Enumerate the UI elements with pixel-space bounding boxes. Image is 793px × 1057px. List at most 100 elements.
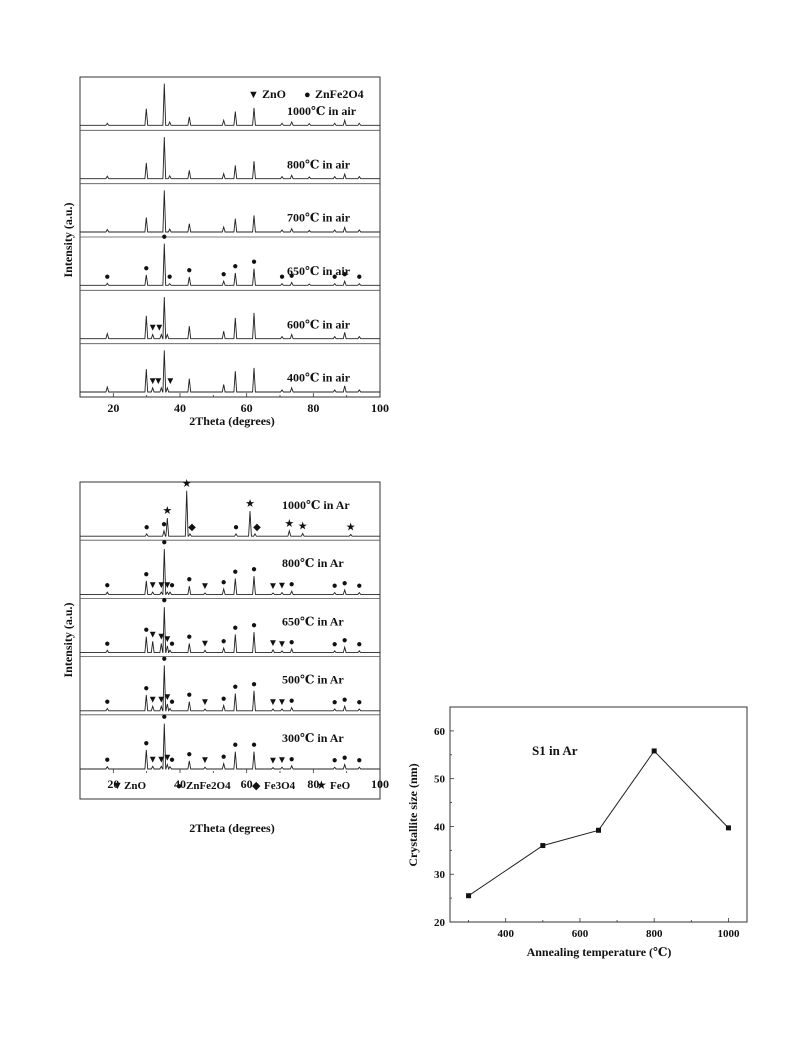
znfe2o4-marker: ● [251, 679, 257, 690]
znfe2o4-marker: ● [332, 581, 338, 592]
panel-label: 650℃ in Ar [282, 614, 344, 628]
znfe2o4-marker: ● [186, 265, 192, 276]
znfe2o4-marker: ● [232, 740, 238, 751]
zno-marker: ▼ [268, 697, 278, 708]
zno-marker: ▼ [162, 634, 172, 645]
znfe2o4-marker: ● [169, 638, 175, 649]
znfe2o4-marker: ● [356, 697, 362, 708]
x-tick-label: 40 [174, 401, 186, 415]
znfe2o4-marker: ● [342, 269, 348, 280]
zno-marker: ▼ [148, 694, 158, 705]
zno-marker: ▼ [148, 754, 158, 765]
znfe2o4-marker: ● [143, 263, 149, 274]
crystallite-size-point [466, 893, 472, 899]
zno-marker: ▼ [156, 754, 166, 765]
zno-marker: ▼ [148, 580, 158, 591]
zno-marker: ▼ [277, 755, 287, 766]
legend-znfe2o4-label: ZnFe2O4 [315, 87, 364, 101]
znfe2o4-marker: ● [104, 580, 110, 591]
znfe2o4-marker: ● [221, 636, 227, 647]
panel-label: 800℃ in air [287, 157, 351, 171]
crystallite-size-figure: 400 600 800 1000 20 30 40 50 60 S1 in Ar Anneali… [406, 706, 748, 959]
znfe2o4-marker: ● [186, 574, 192, 585]
znfe2o4-marker: ● [169, 755, 175, 766]
legend-ar-znfe2o4-marker: ● [176, 781, 182, 792]
legend-ar-feo-label: FeO [330, 780, 351, 792]
feo-marker: ★ [245, 498, 255, 510]
znfe2o4-marker: ● [161, 595, 167, 606]
zno-marker: ▼ [200, 581, 210, 592]
znfe2o4-marker: ● [279, 272, 285, 283]
xrd-trace [80, 350, 380, 393]
znfe2o4-marker: ● [251, 620, 257, 631]
znfe2o4-marker: ● [332, 639, 338, 650]
znfe2o4-marker: ● [289, 696, 295, 707]
crystallite-size-ylabel: Crystallite size (nm) [406, 763, 420, 866]
zno-marker: ▼ [165, 376, 175, 387]
legend-ar-fe3o4-label: Fe3O4 [264, 780, 296, 792]
panel-label: 700℃ in air [287, 211, 351, 225]
znfe2o4-marker: ● [161, 519, 167, 530]
znfe2o4-marker: ● [104, 697, 110, 708]
znfe2o4-marker: ● [251, 740, 257, 751]
crystallite-size-line [468, 750, 729, 897]
zno-marker: ▼ [162, 692, 172, 703]
znfe2o4-marker: ● [143, 738, 149, 749]
znfe2o4-marker: ● [342, 635, 348, 646]
xrd-trace [80, 243, 380, 286]
znfe2o4-marker: ● [169, 697, 175, 708]
x-tick-label: 600 [572, 928, 589, 940]
zno-marker: ▼ [148, 376, 158, 387]
y-tick-label: 30 [434, 869, 446, 881]
znfe2o4-marker: ● [356, 639, 362, 650]
zno-marker: ▼ [200, 697, 210, 708]
legend-zno-label: ZnO [262, 87, 286, 101]
zno-marker: ▼ [162, 580, 172, 591]
znfe2o4-marker: ● [289, 579, 295, 590]
crystallite-size-point [725, 825, 731, 831]
zno-marker: ▼ [156, 580, 166, 591]
znfe2o4-marker: ● [251, 257, 257, 268]
znfe2o4-marker: ● [342, 694, 348, 705]
znfe2o4-marker: ● [161, 712, 167, 723]
zno-marker: ▼ [148, 629, 158, 640]
fe3o4-marker: ◆ [253, 522, 261, 533]
znfe2o4-marker: ● [221, 577, 227, 588]
znfe2o4-marker: ● [342, 578, 348, 589]
xrd-trace [80, 137, 380, 180]
x-tick-label: 20 [107, 777, 119, 791]
x-tick-label: 60 [241, 401, 253, 415]
znfe2o4-marker: ● [289, 754, 295, 765]
crystallite-size-xlabel: Annealing temperature (℃) [527, 945, 672, 959]
feo-marker: ★ [346, 521, 356, 533]
znfe2o4-marker: ● [356, 272, 362, 283]
xrd-trace [80, 723, 380, 770]
xrd-trace [80, 297, 380, 340]
znfe2o4-marker: ● [332, 272, 338, 283]
xrd-trace [80, 548, 380, 595]
zno-marker: ▼ [200, 638, 210, 649]
legend-zno-marker: ▼ [248, 89, 259, 101]
panel-label: 800℃ in Ar [282, 556, 344, 570]
panel-label: 650℃ in air [287, 264, 351, 278]
znfe2o4-marker: ● [143, 683, 149, 694]
znfe2o4-marker: ● [232, 567, 238, 578]
znfe2o4-marker: ● [186, 690, 192, 701]
x-tick-label: 20 [107, 401, 119, 415]
zno-marker: ▼ [268, 756, 278, 767]
znfe2o4-marker: ● [251, 564, 257, 575]
znfe2o4-marker: ● [289, 270, 295, 281]
xrd-trace [80, 190, 380, 233]
feo-marker: ★ [162, 505, 172, 517]
crystallite-size-point [651, 748, 657, 754]
y-tick-label: 40 [434, 821, 446, 833]
znfe2o4-marker: ● [169, 580, 175, 591]
feo-marker: ★ [182, 478, 192, 490]
znfe2o4-marker: ● [232, 622, 238, 633]
panel-label: 300℃ in Ar [282, 731, 344, 745]
xrd-ar-xlabel: 2Theta (degrees) [189, 821, 274, 835]
xrd-trace [80, 607, 380, 654]
xrd-air-xlabel: 2Theta (degrees) [189, 414, 274, 428]
zno-marker: ▼ [154, 323, 164, 334]
